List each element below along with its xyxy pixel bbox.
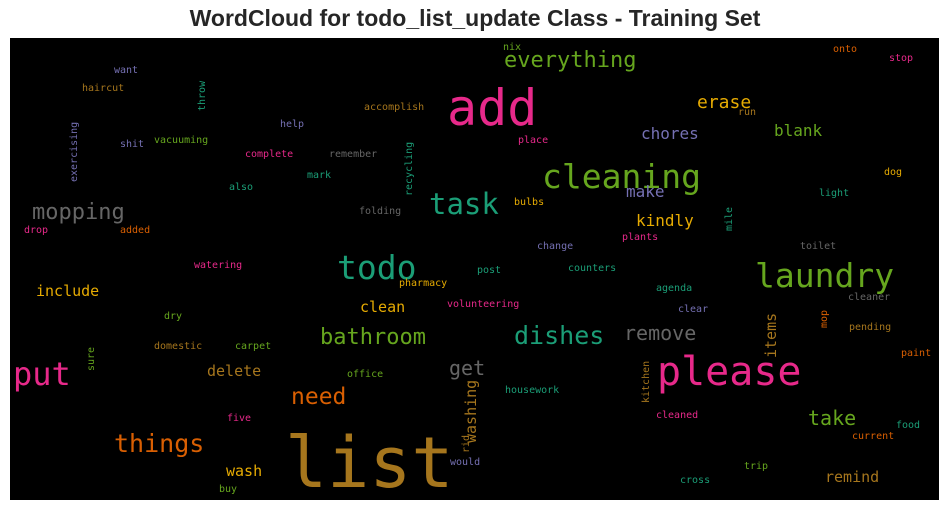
wordcloud-words: list add please todo laundry cleaning task ever… [13, 42, 931, 500]
word-get: get [449, 356, 485, 380]
word-take: take [808, 406, 856, 430]
chart-title: WordCloud for todo_list_update Class - T… [189, 5, 761, 31]
word-wash: wash [226, 462, 262, 480]
word-clear: clear [678, 304, 708, 315]
word-five: five [227, 413, 251, 424]
word-blank: blank [774, 121, 823, 140]
word-office: office [347, 369, 383, 380]
word-exercising: exercising [69, 122, 80, 182]
word-clean: clean [360, 298, 405, 316]
word-mark: mark [307, 170, 331, 181]
word-run: run [738, 107, 756, 118]
word-everything: everything [504, 48, 636, 73]
wordcloud-canvas: list add please todo laundry cleaning task ever… [10, 38, 939, 500]
word-make: make [626, 182, 665, 201]
word-throw: throw [197, 80, 208, 111]
word-pharmacy: pharmacy [399, 278, 447, 289]
word-want: want [114, 65, 138, 76]
word-vacuuming: vacuuming [154, 135, 208, 146]
word-place: place [518, 135, 548, 146]
word-folding: folding [359, 206, 401, 217]
word-washing: washing [462, 380, 480, 443]
word-nix: nix [503, 42, 521, 53]
word-cross: cross [680, 475, 710, 486]
word-cleaned: cleaned [656, 410, 698, 421]
word-added: added [120, 225, 150, 236]
word-haircut: haircut [82, 83, 124, 94]
word-cleaner: cleaner [848, 292, 890, 303]
word-housework: housework [505, 385, 559, 396]
word-paint: paint [901, 348, 931, 359]
wordcloud-background [10, 38, 939, 500]
word-dishes: dishes [514, 321, 604, 350]
word-current: current [852, 431, 894, 442]
word-complete: complete [245, 149, 293, 160]
word-stop: stop [889, 53, 913, 64]
word-counters: counters [568, 263, 616, 274]
word-put: put [13, 355, 71, 393]
word-also: also [229, 182, 253, 193]
word-rid: rid [461, 435, 472, 453]
word-light: light [819, 188, 849, 199]
word-things: things [114, 429, 204, 458]
word-watering: watering [194, 260, 242, 271]
word-todo: todo [337, 248, 416, 287]
word-bathroom: bathroom [320, 325, 426, 350]
word-volunteering: volunteering [447, 299, 519, 310]
word-help: help [280, 119, 304, 130]
word-buy: buy [219, 484, 237, 495]
word-mile: mile [724, 207, 735, 231]
word-drop: drop [24, 225, 48, 236]
word-remind: remind [825, 468, 879, 486]
word-delete: delete [207, 362, 261, 380]
word-please: please [657, 349, 802, 395]
word-task: task [429, 187, 499, 221]
word-food: food [896, 420, 920, 431]
word-onto: onto [833, 44, 857, 55]
word-accomplish: accomplish [364, 102, 424, 113]
word-laundry: laundry [755, 256, 894, 295]
word-change: change [537, 241, 573, 252]
word-carpet: carpet [235, 341, 271, 352]
word-bulbs: bulbs [514, 197, 544, 208]
word-items: items [762, 313, 780, 358]
word-plants: plants [622, 232, 658, 243]
word-post: post [477, 265, 501, 276]
word-chores: chores [641, 124, 699, 143]
word-dog: dog [884, 167, 902, 178]
word-agenda: agenda [656, 283, 692, 294]
word-remove: remove [624, 321, 696, 345]
word-list: list [285, 422, 454, 500]
word-kitchen: kitchen [641, 361, 652, 403]
word-pending: pending [849, 322, 891, 333]
word-would: would [450, 457, 480, 468]
word-domestic: domestic [154, 341, 202, 352]
word-remember: remember [329, 149, 377, 160]
word-dry: dry [164, 311, 182, 322]
word-cleaning: cleaning [542, 157, 701, 196]
word-sure: sure [86, 347, 97, 371]
word-trip: trip [744, 461, 768, 472]
word-erase: erase [697, 92, 751, 113]
word-shit: shit [120, 139, 144, 150]
word-add: add [447, 79, 537, 137]
word-recycling: recycling [404, 142, 415, 196]
word-toilet: toilet [800, 241, 836, 252]
word-mop: mop [819, 310, 830, 328]
word-mopping: mopping [32, 200, 125, 225]
word-need: need [291, 384, 346, 410]
word-kindly: kindly [636, 211, 694, 230]
word-include: include [36, 282, 99, 300]
